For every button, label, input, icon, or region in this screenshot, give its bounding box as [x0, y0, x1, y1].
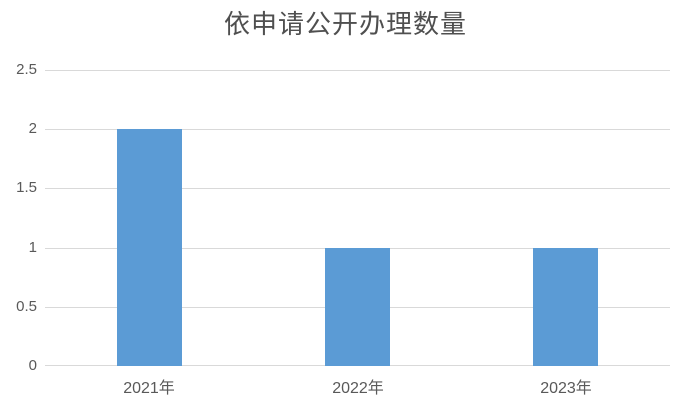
y-tick-label: 2: [28, 120, 37, 137]
gridline: [45, 70, 670, 71]
x-tick-label: 2022年: [332, 380, 384, 397]
y-tick-label: 2.5: [16, 61, 37, 78]
bar-2023年: [533, 248, 598, 366]
chart-title: 依申请公开办理数量: [223, 10, 467, 39]
y-tick-label: 0: [28, 357, 37, 374]
plot-area: [45, 70, 670, 366]
x-axis: 2021年 2022年 2023年: [45, 376, 670, 402]
gridline: [45, 129, 670, 130]
bar-2022年: [325, 248, 390, 366]
gridline: [45, 188, 670, 189]
y-tick-label: 1: [28, 239, 37, 256]
x-tick-label: 2021年: [123, 380, 175, 397]
y-axis: 0 0.5 1 1.5 2 2.5: [0, 62, 40, 374]
x-tick-label: 2023年: [540, 380, 592, 397]
y-tick-label: 0.5: [16, 298, 37, 315]
y-tick-label: 1.5: [16, 179, 37, 196]
bar-2021年: [117, 129, 182, 366]
